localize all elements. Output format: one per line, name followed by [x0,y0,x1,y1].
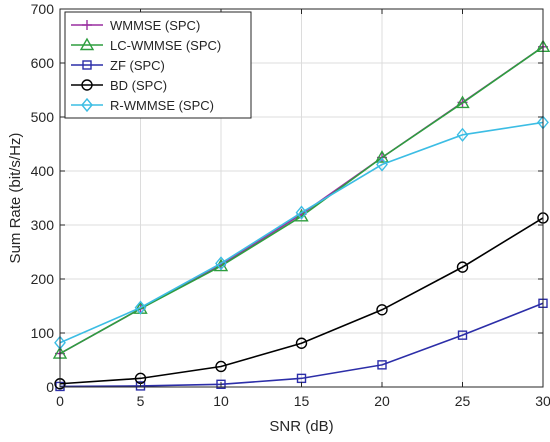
legend-label: BD (SPC) [110,78,167,93]
data-point-circle [456,261,469,273]
data-point-square [377,360,387,370]
series-line [59,121,544,344]
data-point-diamond [456,127,469,142]
y-axis-label: Sum Rate (bit/s/Hz) [7,133,24,264]
x-tick-label: 25 [455,393,471,409]
y-tick-label: 0 [46,379,54,395]
y-tick-label: 600 [31,55,55,71]
data-point-square [82,60,92,70]
legend-item: LC-WMMSE (SPC) [71,37,221,53]
legend-item: WMMSE (SPC) [71,18,200,33]
y-tick-label: 200 [31,271,55,287]
x-tick-label: 20 [374,393,390,409]
x-tick-label: 30 [535,393,550,409]
y-tick-label: 700 [31,1,55,17]
data-point-diamond [295,205,308,220]
legend-item: BD (SPC) [71,78,167,93]
data-point-diamond [134,300,147,315]
legend-label: R-WMMSE (SPC) [110,98,214,113]
x-axis-label: SNR (dB) [269,418,333,435]
data-point-circle [215,360,227,373]
data-point-diamond [81,97,93,113]
legend-label: ZF (SPC) [110,58,165,73]
data-point-plus [82,20,92,30]
data-point-circle [81,79,93,91]
y-tick-label: 400 [31,163,55,179]
data-point-square [135,381,146,391]
y-tick-label: 100 [31,325,55,341]
legend-label: WMMSE (SPC) [110,18,200,33]
x-tick-label: 15 [294,393,310,409]
x-tick-label: 5 [137,393,145,409]
data-point-triangle [374,150,390,163]
x-tick-label: 10 [213,393,229,409]
x-tick-label: 0 [56,393,64,409]
y-tick-label: 500 [31,109,55,125]
series-line [59,46,544,355]
data-point-diamond [376,157,388,172]
legend-item: R-WMMSE (SPC) [71,97,214,113]
y-tick-label: 300 [31,217,55,233]
data-point-square [457,330,468,340]
data-point-triangle [455,95,470,109]
legend: WMMSE (SPC) LC-WMMSE (SPC) ZF (SPC) BD (SPC… [64,11,252,119]
data-point-diamond [215,256,227,271]
series-line [59,217,544,385]
data-point-square [216,379,226,389]
data-point-circle [376,304,388,316]
legend-label: LC-WMMSE (SPC) [110,38,221,53]
data-point-triangle [79,37,95,51]
data-point-circle [295,337,308,349]
legend-item: ZF (SPC) [71,58,165,73]
